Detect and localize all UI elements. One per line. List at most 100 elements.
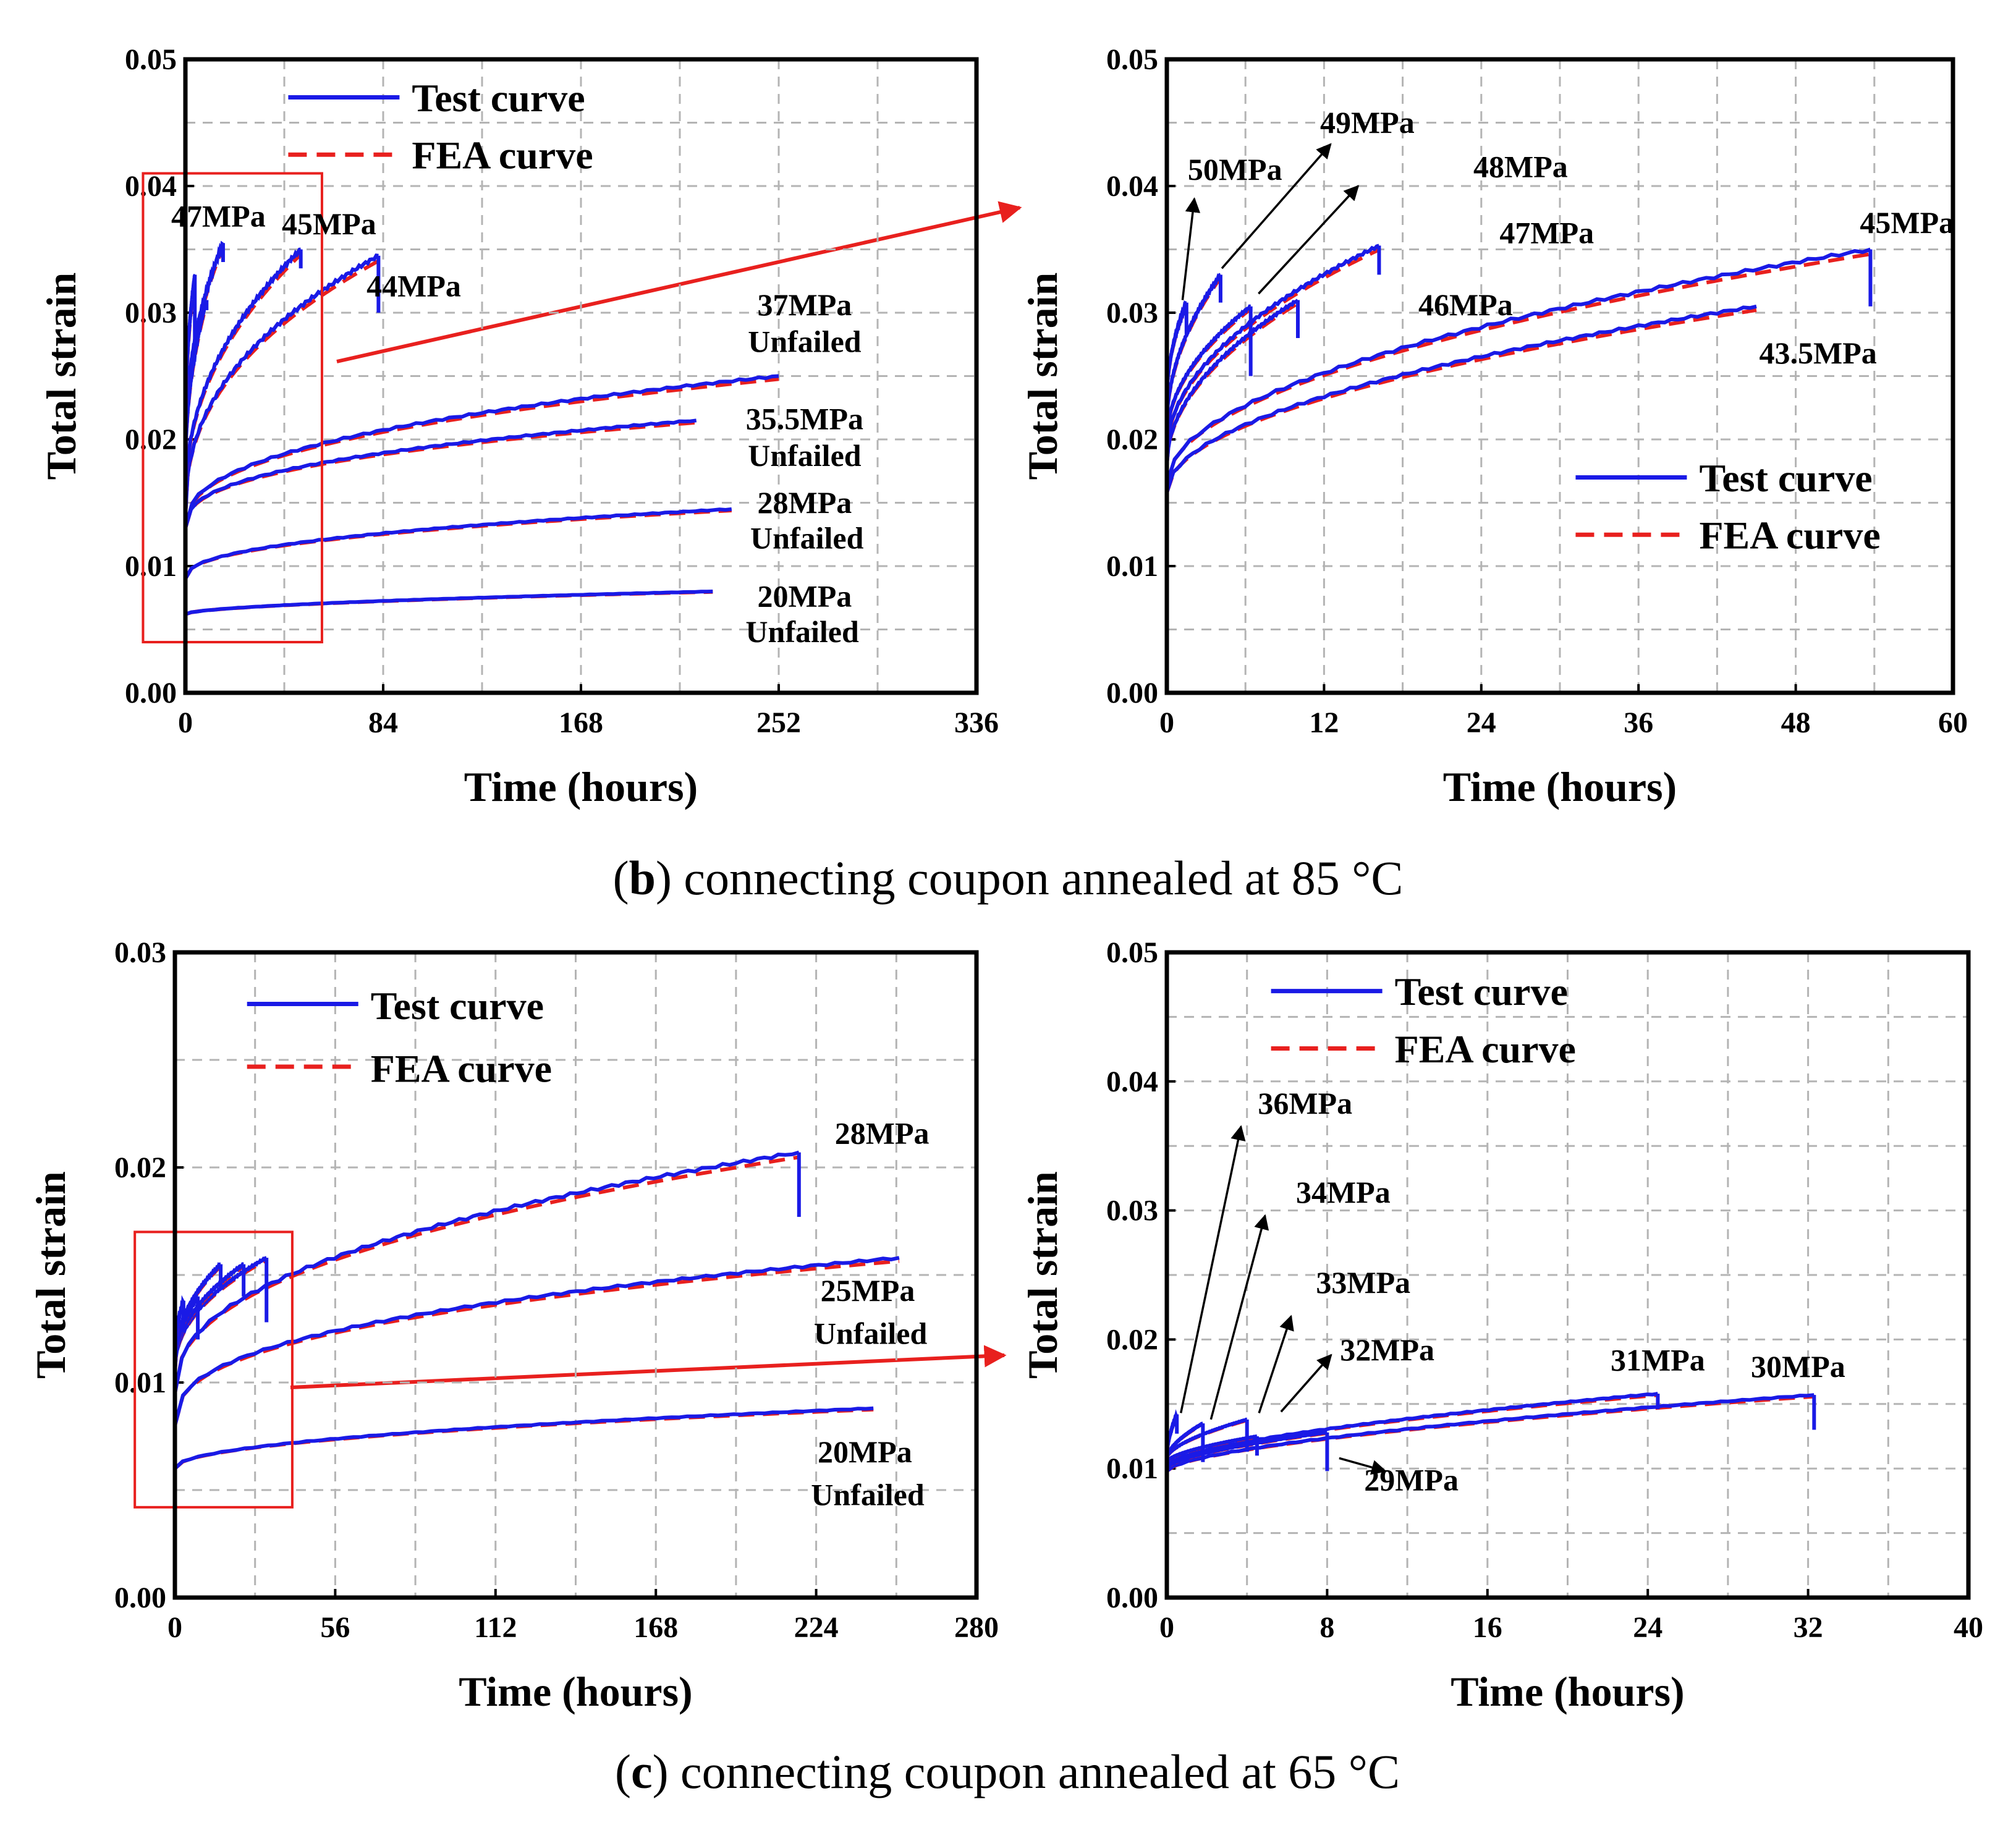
test-curve-2 <box>1165 247 1871 485</box>
legend-test-label: Test curve <box>1699 456 1872 500</box>
x-axis-label: Time (hours) <box>459 1668 692 1715</box>
fea-curve-5 <box>184 259 379 516</box>
curves <box>1165 243 1873 494</box>
zoom-arrow-b <box>336 201 1022 363</box>
legend: Test curve FEA curve <box>247 984 552 1091</box>
x-tick-label: 168 <box>559 706 603 739</box>
legend-test-label: Test curve <box>1395 970 1568 1014</box>
fea-curve-2 <box>184 509 732 580</box>
annotation-arrow-2 <box>1221 143 1332 269</box>
y-tick-label: 0.03 <box>1106 297 1158 329</box>
curves <box>184 240 779 616</box>
legend: Test curve FEA curve <box>288 76 593 177</box>
test-curve-1 <box>1166 1393 1815 1473</box>
chart-panel-b-left: 0 84 168 252 336 0.00 0.01 0.02 0.03 0.04 0.05 Time… <box>38 43 999 810</box>
annotation-arrow-3 <box>1258 185 1360 295</box>
x-tick-label: 60 <box>1938 706 1968 739</box>
legend-fea-label: FEA curve <box>1699 514 1880 557</box>
annotation-label: Unfailed <box>814 1316 928 1350</box>
test-curve-3 <box>173 1150 800 1394</box>
test-curve-3 <box>184 418 697 529</box>
annotation-label: 37MPa <box>758 287 852 322</box>
caption-c: (c) connecting coupon annealed at 65 °C <box>615 1745 1400 1798</box>
annotation-label: 48MPa <box>1473 150 1568 184</box>
test-curve-1 <box>173 1406 874 1470</box>
x-axis-label: Time (hours) <box>1451 1668 1684 1715</box>
test-curve-7 <box>184 240 225 452</box>
x-tick-label: 48 <box>1781 706 1811 739</box>
chart-panel-c-right: 0 8 16 24 32 40 0.00 0.01 0.02 0.03 0.04 0.05 Time (… <box>1019 936 1983 1715</box>
x-tick-label: 8 <box>1319 1611 1334 1644</box>
annotation-label: Unfailed <box>745 614 859 649</box>
annotation-arrow-2 <box>1209 1214 1269 1420</box>
y-tick-label: 0.04 <box>125 170 177 203</box>
annotation-label: 25MPa <box>821 1273 915 1308</box>
test-curve-7 <box>173 1294 200 1372</box>
annotation-arrow-1 <box>1181 197 1201 300</box>
annotation-label: 46MPa <box>1418 287 1513 322</box>
x-tick-label: 84 <box>368 706 398 739</box>
y-tick-label: 0.01 <box>1106 1452 1158 1485</box>
y-tick-label: 0.04 <box>1106 170 1158 203</box>
x-tick-label: 12 <box>1309 706 1339 739</box>
chart-panel-c-left: 0 56 112 168 224 280 0.00 0.01 0.02 0.03 Time (hou… <box>27 936 999 1715</box>
annotation-label: 45MPa <box>282 206 376 241</box>
y-axis-label: Total strain <box>38 273 85 480</box>
test-curve-1 <box>185 590 713 616</box>
y-tick-label: 0.00 <box>1106 1582 1158 1614</box>
plot-frame <box>1164 57 1955 695</box>
curves <box>173 1150 900 1470</box>
y-tick-label: 0.05 <box>1106 936 1158 969</box>
x-axis-label: Time (hours) <box>1443 763 1677 810</box>
fea-curve-4 <box>184 377 779 529</box>
x-tick-label: 0 <box>167 1611 182 1644</box>
plot-frame <box>172 950 979 1600</box>
test-curve-7 <box>1165 300 1188 402</box>
annotation-label: 35.5MPa <box>746 402 863 436</box>
y-tick-label: 0.00 <box>125 677 177 709</box>
annotation-label: 45MPa <box>1860 205 1954 240</box>
x-tick-label: 252 <box>756 706 801 739</box>
x-tick-label: 40 <box>1954 1611 1983 1644</box>
y-tick-label: 0.01 <box>125 550 177 583</box>
legend-fea-label: FEA curve <box>371 1047 552 1091</box>
annotation-label: Unfailed <box>748 324 862 359</box>
legend: Test curve FEA curve <box>1575 456 1881 557</box>
fea-curve-4 <box>1165 248 1380 452</box>
y-axis-label: Total strain <box>27 1171 74 1379</box>
test-curve-3 <box>1165 299 1300 465</box>
test-curve-5 <box>1165 304 1252 440</box>
y-tick-label: 0.02 <box>1106 1323 1158 1356</box>
plot-frame <box>1164 950 1971 1600</box>
x-tick-label: 56 <box>320 1611 350 1644</box>
y-tick-label: 0.05 <box>125 43 177 76</box>
annotation-label: Unfailed <box>750 520 864 555</box>
y-tick-label: 0.02 <box>125 423 177 456</box>
annotation-label: Unfailed <box>748 438 862 473</box>
legend-test-label: Test curve <box>412 76 585 120</box>
x-axis-label: Time (hours) <box>464 763 698 810</box>
annotation-label: 49MPa <box>1320 105 1415 140</box>
test-curve-5 <box>184 253 379 516</box>
x-tick-label: 224 <box>794 1611 839 1644</box>
test-curve-2 <box>173 1256 900 1426</box>
annotation-arrow-4 <box>1280 1353 1332 1413</box>
legend-fea-label: FEA curve <box>412 133 593 177</box>
y-tick-label: 0.03 <box>125 297 177 329</box>
x-tick-label: 16 <box>1473 1611 1502 1644</box>
y-tick-label: 0.04 <box>1106 1065 1158 1098</box>
fea-curve-1 <box>174 1407 874 1470</box>
y-tick-label: 0.00 <box>1106 677 1158 709</box>
y-axis-label: Total strain <box>1019 273 1066 480</box>
annotation-arrow-3 <box>1258 1315 1294 1413</box>
annotation-label: 50MPa <box>1188 152 1282 187</box>
annotation-label: 29MPa <box>1364 1463 1459 1497</box>
y-tick-label: 0.01 <box>1106 550 1158 583</box>
plot-frame <box>183 57 979 695</box>
y-tick-label: 0.03 <box>1106 1195 1158 1227</box>
legend: Test curve FEA curve <box>1271 970 1576 1071</box>
test-curve-2 <box>184 507 732 580</box>
fea-curve-1 <box>1166 1394 1815 1473</box>
annotation-label: 43.5MPa <box>1760 336 1877 370</box>
